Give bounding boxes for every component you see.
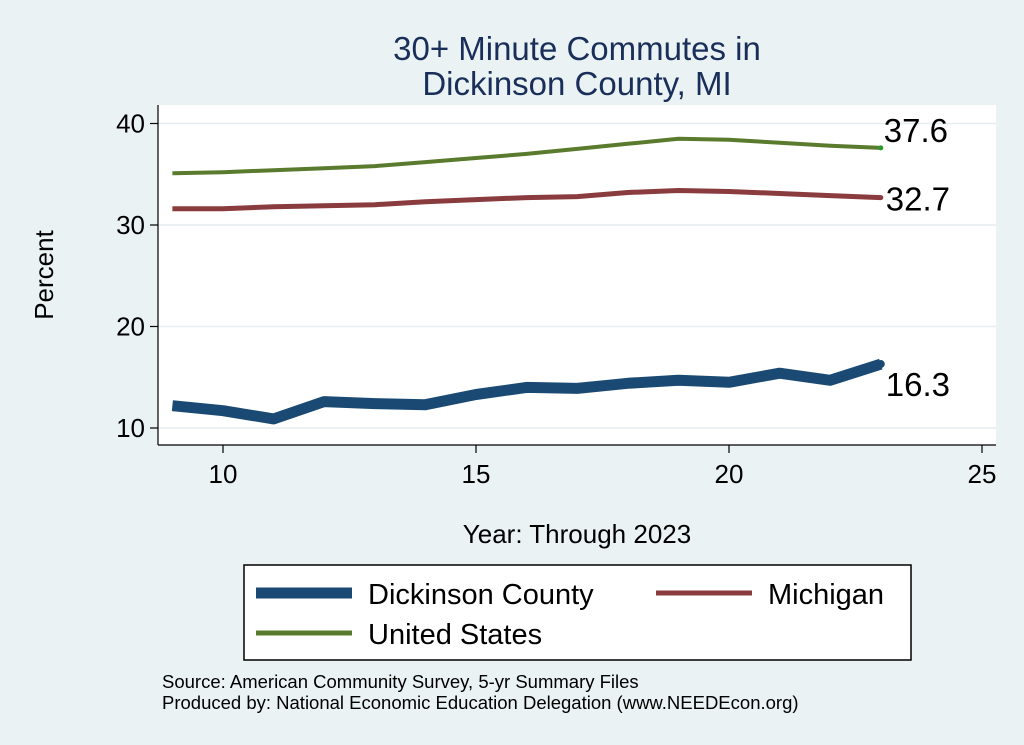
x-tick-label-25: 25	[968, 459, 997, 489]
y-tick-label-40: 40	[116, 109, 145, 139]
producer-note: Produced by: National Economic Education…	[162, 692, 799, 713]
y-tick-label-20: 20	[116, 312, 145, 342]
x-tick-label-20: 20	[715, 459, 744, 489]
y-tick-label-10: 10	[116, 413, 145, 443]
end-label-united-states: 37.6	[884, 112, 948, 149]
legend-label-dickinson-county: Dickinson County	[368, 579, 594, 611]
end-label-dickinson-county: 16.3	[886, 366, 950, 403]
end-label-michigan: 32.7	[886, 181, 950, 218]
x-tick-label-10: 10	[209, 459, 238, 489]
series-endpoint-dickinson-county	[876, 360, 885, 369]
y-axis-label: Percent	[29, 229, 59, 319]
y-tick-label-30: 30	[116, 210, 145, 240]
series-endpoint-united-states	[878, 145, 884, 151]
series-line-dickinson-county	[171, 358, 883, 425]
legend-label-united-states: United States	[368, 619, 542, 651]
end-labels: 16.3 32.7 37.6	[884, 112, 950, 403]
series-line-michigan	[172, 188, 881, 212]
series-lines	[171, 136, 885, 425]
grid-lines	[158, 122, 996, 429]
x-axis-label: Year: Through 2023	[463, 519, 691, 549]
legend-box	[243, 564, 912, 661]
axes: 10 20 30 40 10 15 20 25	[116, 105, 996, 489]
chart-title-line-2: Dickinson County, MI	[422, 65, 731, 102]
x-tick-label-15: 15	[462, 459, 491, 489]
legend-label-michigan: Michigan	[768, 579, 884, 611]
series-endpoint-michigan	[878, 195, 884, 201]
plot-area	[158, 105, 996, 445]
series-line-united-states	[172, 136, 881, 176]
source-note: Source: American Community Survey, 5-yr …	[162, 671, 639, 692]
chart-title-line-1: 30+ Minute Commutes in	[393, 30, 761, 67]
legend: Dickinson County Michigan United States	[243, 564, 912, 661]
